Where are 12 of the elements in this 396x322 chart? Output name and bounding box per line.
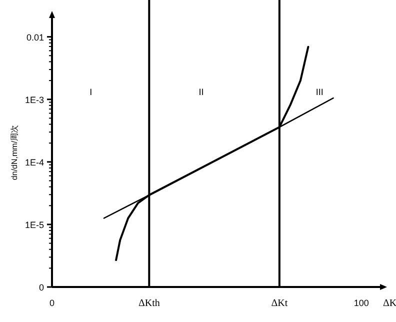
annotation: I [90,87,92,97]
ref-line-label: ΔKth [138,298,160,309]
y-tick-label: 1E-3 [24,94,44,105]
annotation: II [198,87,204,97]
y-axis-title: dn/dN,mm/周次 [10,124,19,180]
y-tick-label: 0 [38,282,44,292]
y-tick-label: 1E-5 [24,220,44,230]
x-tick-label: 100 [354,298,369,308]
ref-line-label: ΔKt [271,298,288,309]
annotation: III [316,87,324,97]
y-tick-label: 1E-4 [24,157,44,168]
y-tick-label: 0.01 [26,32,44,42]
